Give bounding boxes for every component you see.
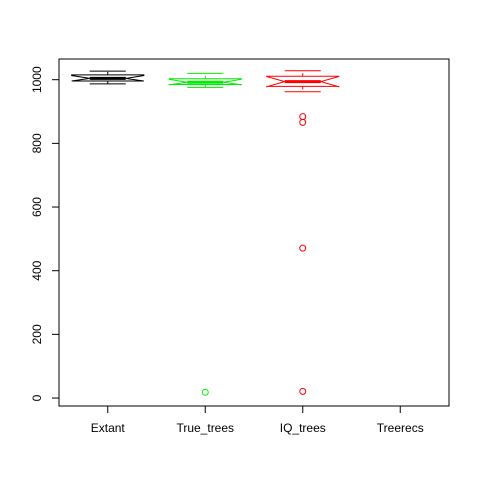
y-tick-label: 0: [30, 394, 44, 401]
x-tick-label: Treerecs: [377, 421, 424, 435]
x-tick-label: True_trees: [176, 421, 234, 435]
y-tick-label: 1000: [30, 66, 44, 93]
x-tick-label: Extant: [91, 421, 126, 435]
y-tick-label: 600: [30, 197, 44, 217]
x-tick-label: IQ_trees: [280, 421, 326, 435]
y-tick-label: 200: [30, 324, 44, 344]
y-tick-label: 800: [30, 133, 44, 153]
y-tick-label: 400: [30, 260, 44, 280]
